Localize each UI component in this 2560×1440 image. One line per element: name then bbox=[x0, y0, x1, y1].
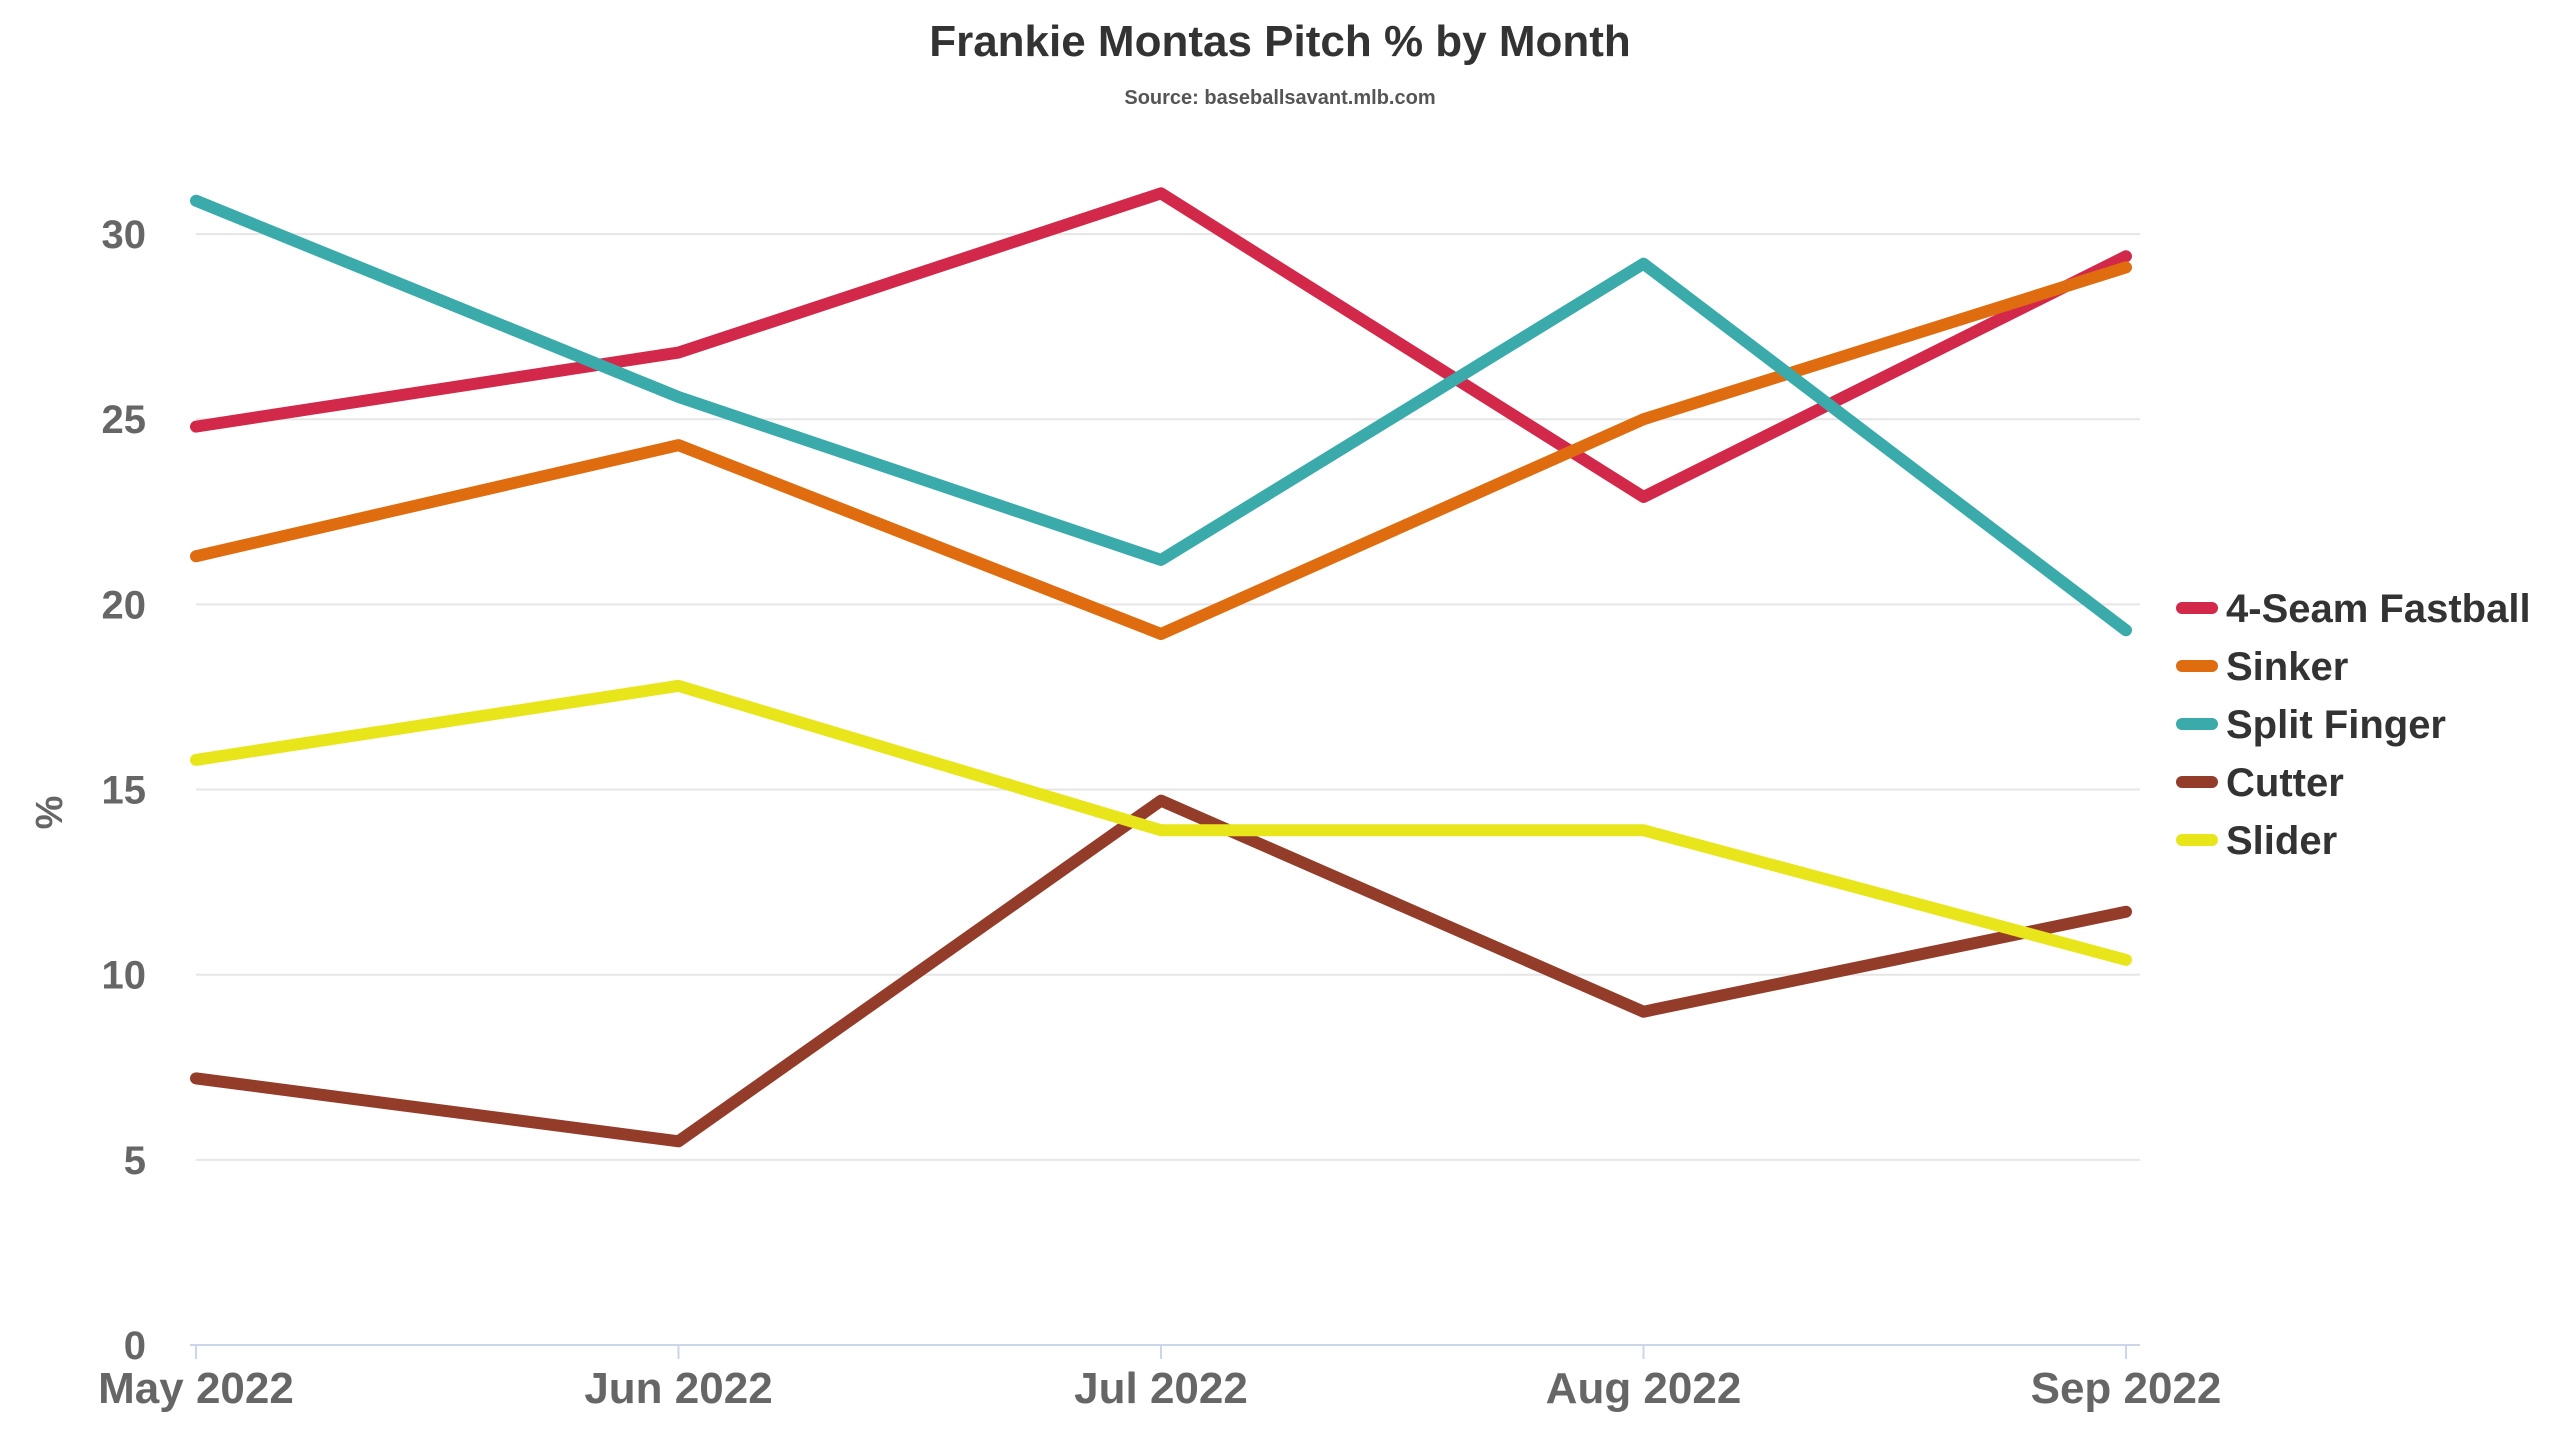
legend-label-cutter[interactable]: Cutter bbox=[2226, 761, 2344, 805]
series-line-split-finger bbox=[190, 194, 2132, 637]
legend-label-4-seam-fastball[interactable]: 4-Seam Fastball bbox=[2226, 587, 2531, 631]
series-lines bbox=[190, 187, 2132, 1148]
legend-label-sinker[interactable]: Sinker bbox=[2226, 645, 2348, 689]
legend: 4-Seam Fastball Sinker Split Finger Cutter S… bbox=[2176, 587, 2531, 863]
x-tick-label: Sep 2022 bbox=[2031, 1364, 2222, 1413]
y-tick-label: 15 bbox=[102, 769, 147, 813]
y-axis-label: % bbox=[29, 796, 71, 830]
y-axis-ticks: 0 5 10 15 20 25 30 bbox=[102, 213, 147, 1368]
series-line-4-seam-fastball bbox=[190, 187, 2132, 503]
legend-label-slider[interactable]: Slider bbox=[2226, 819, 2337, 863]
series-line-slider bbox=[190, 679, 2132, 966]
chart-title: Frankie Montas Pitch % by Month bbox=[929, 17, 1631, 66]
y-tick-label: 10 bbox=[102, 954, 147, 998]
legend-label-split-finger[interactable]: Split Finger bbox=[2226, 703, 2446, 747]
chart-subtitle: Source: baseballsavant.mlb.com bbox=[1124, 87, 1435, 109]
series-line-sinker bbox=[190, 261, 2132, 640]
y-tick-label: 25 bbox=[102, 398, 147, 442]
x-tick-label: May 2022 bbox=[98, 1364, 294, 1413]
y-tick-label: 5 bbox=[124, 1139, 146, 1183]
y-tick-label: 30 bbox=[102, 213, 147, 257]
gridlines bbox=[196, 233, 2140, 1161]
series-line-cutter bbox=[190, 794, 2132, 1148]
x-tick-label: Jul 2022 bbox=[1074, 1364, 1248, 1413]
x-tick-label: Aug 2022 bbox=[1546, 1364, 1742, 1413]
x-axis: May 2022 Jun 2022 Jul 2022 Aug 2022 Sep 2022 bbox=[98, 1344, 2222, 1413]
y-tick-label: 20 bbox=[102, 583, 147, 627]
y-tick-label: 0 bbox=[124, 1324, 146, 1368]
x-tick-label: Jun 2022 bbox=[584, 1364, 772, 1413]
